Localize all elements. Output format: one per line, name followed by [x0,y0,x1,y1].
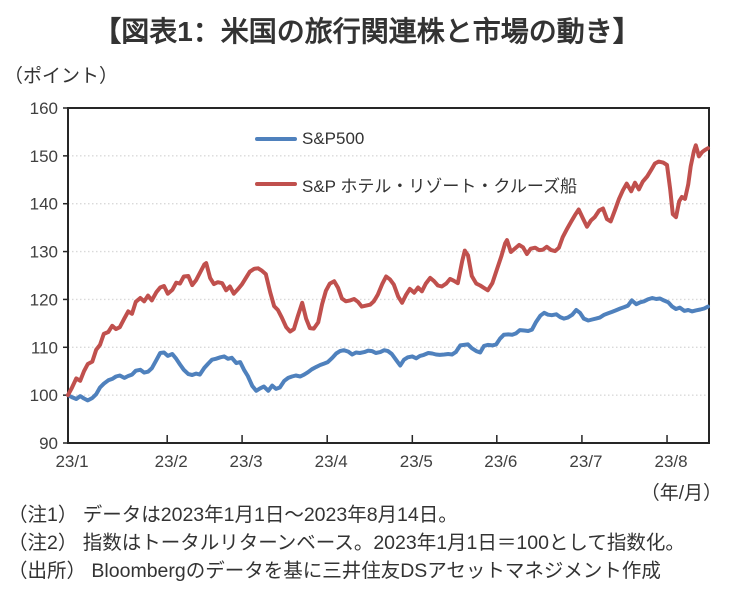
footnote-1: （注1） データは2023年1月1日～2023年8月14日。 [8,504,458,526]
x-tick-label: 23/8 [654,452,687,471]
y-tick-label: 100 [30,386,58,405]
legend-line-sp500-icon [255,136,297,142]
legend-item-sp500: S&P500 [255,128,577,150]
line-chart: 90 100 110 120 130 140 150 160 23/1 23/2 23/3 23/4 2… [30,99,710,471]
footnotes: （注1） データは2023年1月1日～2023年8月14日。 （注2） 指数はト… [8,501,685,585]
y-axis-unit-label: （ポイント） [4,66,119,87]
x-tick-label: 23/7 [569,452,602,471]
y-tick-label: 90 [39,434,58,453]
y-tick-label: 140 [30,195,58,214]
x-tick-label: 23/6 [484,452,517,471]
footnote-2: （注2） 指数はトータルリターンベース。2023年1月1日＝100として指数化。 [8,532,685,554]
x-tick-label: 23/4 [315,452,348,471]
y-tick-label: 110 [31,338,58,357]
chart-legend: S&P500 S&P ホテル・リゾート・クルーズ船 [255,128,577,218]
y-tick-label: 130 [30,243,58,262]
x-tick-label: 23/1 [55,452,88,471]
legend-line-hotel-resort-cruise-icon [255,181,297,187]
y-tick-label: 120 [30,290,58,309]
x-tick-label: 23/5 [400,452,433,471]
y-tick-label: 160 [30,99,58,118]
legend-item-hotel-resort-cruise: S&P ホテル・リゾート・クルーズ船 [255,173,578,196]
legend-label-sp500: S&P500 [302,129,365,148]
x-tick-label: 23/2 [155,452,188,471]
sp500-series-line [66,296,710,403]
source-note: （出所） Bloombergのデータを基に三井住友DSアセットマネジメント作成 [8,560,661,582]
plot-border [67,107,710,444]
figure-title: 【図表1：米国の旅行関連株と市場の動き】 [93,16,641,47]
hotel-resort-cruise-series-line [66,143,710,398]
legend-label-hotel-resort-cruise: S&P ホテル・リゾート・クルーズ船 [302,176,578,196]
x-tick-label: 23/3 [230,452,263,471]
x-axis-unit-label: （年/月） [640,483,722,504]
y-tick-label: 150 [30,147,58,166]
